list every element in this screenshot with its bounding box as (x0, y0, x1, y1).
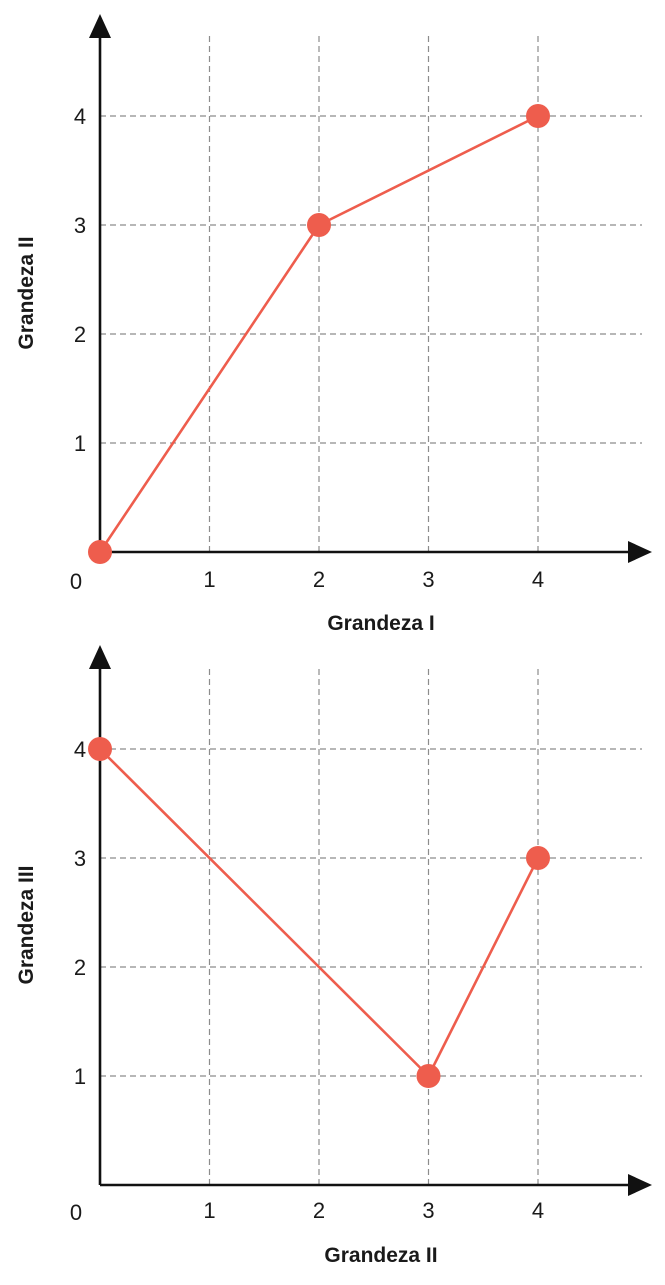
y-tick-label: 4 (74, 104, 86, 129)
y-tick-label: 3 (74, 846, 86, 871)
y-tick-label: 1 (74, 431, 86, 456)
y-tick-label: 1 (74, 1064, 86, 1089)
y-tick-label: 3 (74, 213, 86, 238)
x-axis-title: Grandeza I (327, 612, 434, 635)
data-point (88, 737, 112, 761)
data-point (526, 104, 550, 128)
y-tick-label: 2 (74, 955, 86, 980)
x-tick-label: 1 (203, 567, 215, 592)
x-tick-label: 3 (422, 567, 434, 592)
chart-2: 0 1 2 3 4 1 2 3 4 Grandeza II Grandeza III (15, 645, 652, 1267)
data-point (88, 540, 112, 564)
y-axis-arrow-icon (89, 14, 111, 38)
x-tick-label: 2 (313, 567, 325, 592)
x-axis-arrow-icon (628, 541, 652, 563)
gridlines (100, 36, 642, 552)
y-axis-title: Grandeza II (15, 236, 38, 349)
data-point (416, 1064, 441, 1088)
y-tick-label: 4 (74, 737, 86, 762)
x-axis-arrow-icon (628, 1174, 652, 1196)
origin-label: 0 (70, 1200, 82, 1225)
y-tick-label: 2 (74, 322, 86, 347)
x-tick-label: 1 (203, 1198, 215, 1223)
data-point (526, 846, 550, 870)
y-axis-arrow-icon (89, 645, 111, 669)
x-tick-label: 4 (532, 1198, 544, 1223)
x-tick-label: 2 (313, 1198, 325, 1223)
origin-label: 0 (70, 569, 82, 594)
x-tick-label: 3 (422, 1198, 434, 1223)
x-tick-label: 4 (532, 567, 544, 592)
chart-1: 0 1 2 3 4 1 2 3 4 Grandeza I Grandeza II (15, 14, 652, 635)
x-axis-title: Grandeza II (324, 1244, 437, 1267)
y-axis-title: Grandeza III (15, 865, 38, 984)
gridlines (100, 667, 642, 1185)
data-point (307, 213, 331, 237)
